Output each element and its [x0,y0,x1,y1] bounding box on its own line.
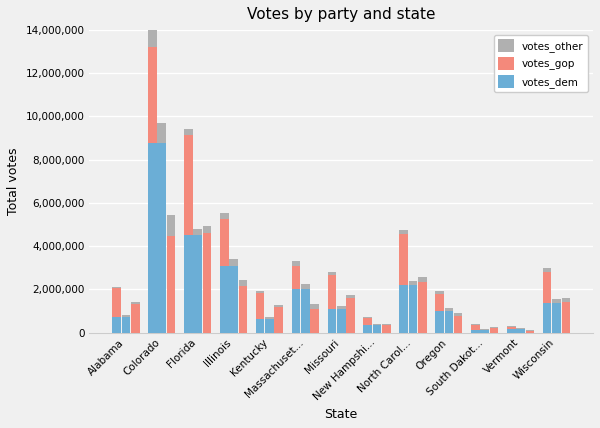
Bar [346,295,355,298]
Bar [220,266,229,333]
Bar [122,317,130,333]
Bar [148,143,157,333]
Bar [445,311,453,333]
Bar [328,309,336,333]
Bar [471,324,480,325]
Bar [112,288,121,317]
Bar [481,329,489,330]
Bar [292,261,300,266]
Bar [203,226,211,233]
Bar [373,325,382,333]
Bar [337,309,346,333]
Bar [301,289,310,333]
Legend: votes_other, votes_gop, votes_dem: votes_other, votes_gop, votes_dem [494,35,588,92]
Title: Votes by party and state: Votes by party and state [247,7,436,22]
Bar [454,312,463,316]
Bar [400,285,408,333]
Bar [471,325,480,330]
Bar [131,303,140,304]
Bar [507,329,515,333]
Bar [373,324,382,325]
Bar [229,266,238,333]
Bar [239,286,247,333]
Bar [112,287,121,288]
Bar [562,298,570,302]
Bar [526,330,534,333]
Bar [364,318,372,325]
Bar [552,299,561,303]
Bar [157,143,166,333]
Bar [328,275,336,309]
Bar [364,325,372,333]
Bar [346,298,355,333]
Bar [454,316,463,333]
Bar [184,135,193,235]
Bar [517,328,525,329]
Bar [256,319,265,333]
Bar [435,291,444,294]
Bar [481,330,489,333]
Bar [445,308,453,311]
Bar [220,213,229,220]
Bar [382,324,391,325]
Bar [400,230,408,234]
Bar [157,123,166,143]
Bar [490,327,499,328]
Bar [562,302,570,333]
Bar [552,303,561,333]
Bar [409,281,417,285]
Bar [274,306,283,333]
Bar [256,293,265,319]
Bar [203,233,211,333]
Bar [292,266,300,289]
Bar [167,215,175,236]
Bar [517,329,525,333]
Bar [435,311,444,333]
Bar [148,47,157,143]
Bar [364,316,372,318]
Y-axis label: Total votes: Total votes [7,148,20,215]
Bar [310,309,319,333]
Bar [265,317,274,319]
Bar [435,294,444,311]
Bar [148,26,157,47]
Bar [310,304,319,309]
Bar [507,327,515,329]
Bar [418,277,427,282]
X-axis label: State: State [325,408,358,421]
Bar [274,305,283,306]
Bar [122,315,130,317]
Bar [543,268,551,272]
Bar [131,304,140,333]
Bar [229,259,238,266]
Bar [239,280,247,286]
Bar [543,272,551,303]
Bar [292,289,300,333]
Bar [400,234,408,285]
Bar [382,325,391,333]
Bar [409,285,417,333]
Bar [265,319,274,333]
Bar [193,235,202,333]
Bar [184,129,193,135]
Bar [543,303,551,333]
Bar [193,229,202,235]
Bar [418,282,427,333]
Bar [490,328,499,333]
Bar [220,220,229,266]
Bar [471,330,480,333]
Bar [507,326,515,327]
Bar [337,306,346,309]
Bar [184,235,193,333]
Bar [328,272,336,275]
Bar [256,291,265,293]
Bar [167,236,175,333]
Bar [112,317,121,333]
Bar [301,284,310,289]
